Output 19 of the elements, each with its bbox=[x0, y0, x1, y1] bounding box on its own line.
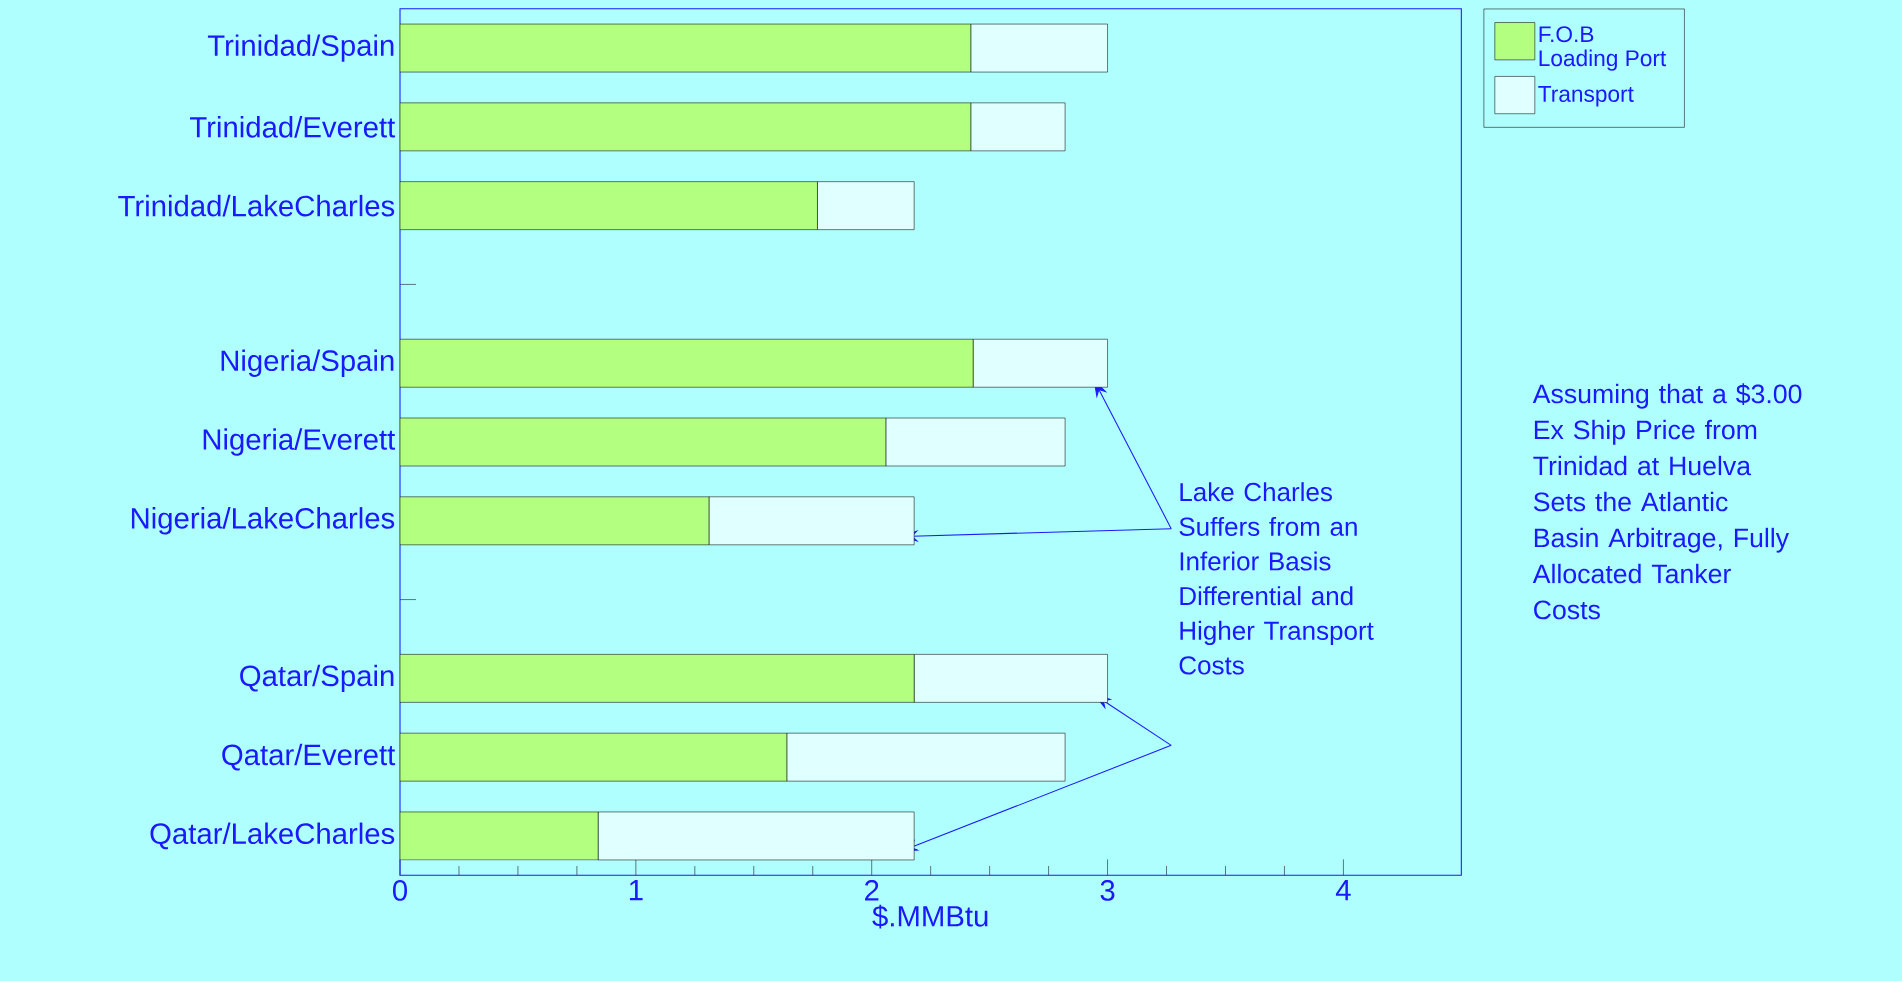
y-tick-label: Nigeria/Spain bbox=[221, 349, 394, 377]
x-tick-label: 4 bbox=[1335, 880, 1351, 901]
y-tick-label: Nigeria/LakeCharles bbox=[131, 507, 395, 535]
x-tick-label: 3 bbox=[1100, 880, 1115, 901]
y-tick-label: Trinidad/Everett bbox=[190, 116, 396, 138]
y-tick-label: Qatar/Everett bbox=[222, 743, 396, 771]
legend-label: F.O.B Loading Port bbox=[1539, 26, 1667, 71]
annotation: Lake Charles Suffers from an Inferior Basis Differential and Higher Transport Costs bbox=[1179, 482, 1374, 675]
text: Assuming that a $3.00 Ex Ship Price from Trinidad at Huelva Sets the Atlantic Basin Arbitrage, Fully Allocated Tanker Costs bbox=[1532, 383, 1802, 620]
x-axis-title: $.MMBtu bbox=[872, 904, 988, 929]
x-tick-label: 1 bbox=[629, 880, 643, 901]
x-tick-label: 0 bbox=[393, 880, 408, 901]
y-tick-label: Qatar/Spain bbox=[240, 664, 394, 693]
y-tick-label: Trinidad/Spain bbox=[207, 34, 394, 62]
y-tick-label: Qatar/LakeCharles bbox=[150, 822, 395, 850]
x-tick-label: 2 bbox=[865, 880, 879, 901]
y-tick-label: Trinidad/LakeCharles bbox=[118, 194, 395, 217]
legend-label: Transport bbox=[1538, 86, 1634, 107]
y-tick-label: Nigeria/Everett bbox=[203, 428, 396, 456]
